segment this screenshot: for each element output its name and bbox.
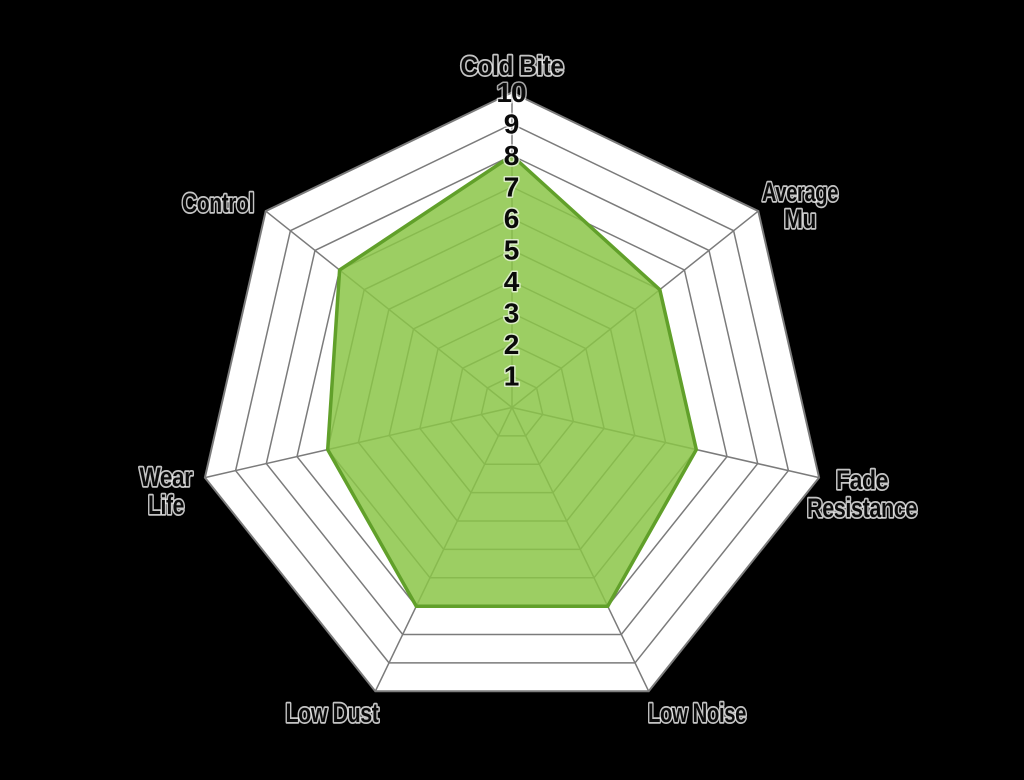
axis-label-control: Control [182, 188, 254, 218]
axis-label-wear-life-line1: Wear [140, 462, 194, 492]
axis-label-fade-resistance-line1: Fade [836, 465, 888, 495]
tick-label-4: 4 [504, 266, 520, 297]
axis-label-average-mu-line2: Mu [784, 204, 816, 234]
axis-label-average-mu-line1: Average [762, 177, 838, 207]
tick-label-5: 5 [504, 235, 519, 266]
tick-label-9: 9 [504, 109, 519, 140]
tick-label-7: 7 [504, 172, 519, 203]
axis-label-cold-bite: Cold Bite [461, 51, 564, 81]
tick-label-3: 3 [504, 298, 519, 329]
axis-label-low-dust: Low Dust [286, 698, 379, 728]
tick-label-8: 8 [504, 140, 519, 171]
axis-label-fade-resistance-line2: Resistance [807, 493, 917, 523]
tick-label-2: 2 [504, 329, 519, 360]
tick-label-6: 6 [504, 203, 519, 234]
tick-label-10: 10 [496, 77, 526, 108]
axis-label-wear-life-line2: Life [148, 490, 184, 520]
grid-ring-8 [265, 154, 759, 636]
data-polygon [325, 153, 699, 608]
axis-label-low-noise: Low Noise [648, 698, 746, 728]
grid-ring-9 [234, 123, 790, 664]
tick-label-1: 1 [504, 361, 519, 392]
